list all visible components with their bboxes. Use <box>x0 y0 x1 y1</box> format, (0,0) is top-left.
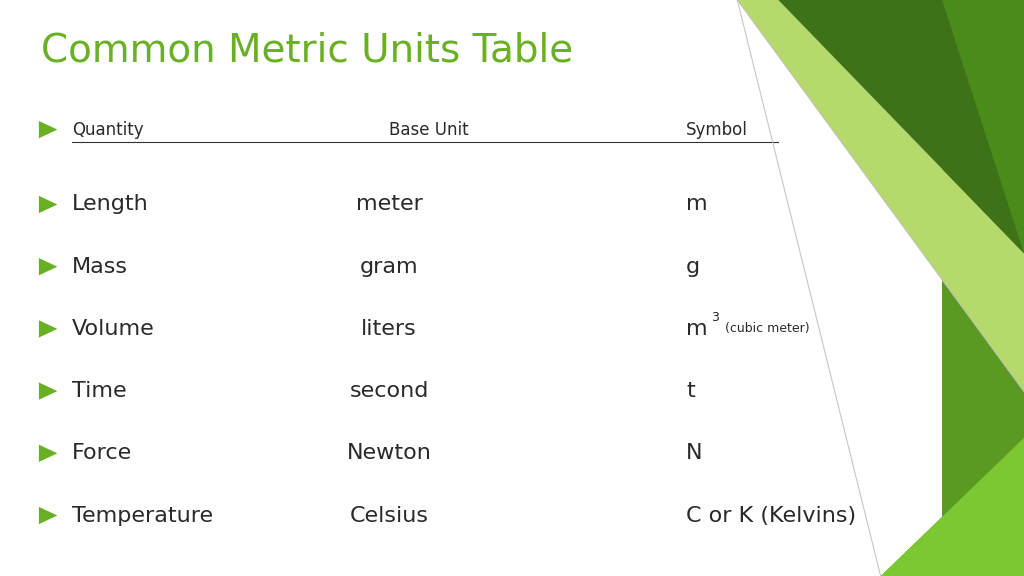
Text: Common Metric Units Table: Common Metric Units Table <box>41 32 573 70</box>
Polygon shape <box>942 0 1024 253</box>
Text: 3: 3 <box>711 311 719 324</box>
Text: (cubic meter): (cubic meter) <box>725 323 810 335</box>
Text: N: N <box>686 444 702 463</box>
Polygon shape <box>39 196 57 213</box>
Text: m: m <box>686 195 708 214</box>
Text: Volume: Volume <box>72 319 155 339</box>
Text: Symbol: Symbol <box>686 120 748 139</box>
Polygon shape <box>737 0 1024 392</box>
Text: C or K (Kelvins): C or K (Kelvins) <box>686 506 856 525</box>
Text: second: second <box>349 381 429 401</box>
Polygon shape <box>778 0 1024 253</box>
Text: meter: meter <box>355 195 423 214</box>
Text: Newton: Newton <box>347 444 431 463</box>
Text: liters: liters <box>361 319 417 339</box>
Text: t: t <box>686 381 695 401</box>
Text: Base Unit: Base Unit <box>389 120 469 139</box>
Polygon shape <box>39 507 57 524</box>
Text: Temperature: Temperature <box>72 506 213 525</box>
Polygon shape <box>39 320 57 338</box>
Polygon shape <box>881 438 1024 576</box>
Text: g: g <box>686 257 700 276</box>
Polygon shape <box>39 121 57 138</box>
Polygon shape <box>39 258 57 275</box>
Text: Force: Force <box>72 444 132 463</box>
Polygon shape <box>39 382 57 400</box>
Text: Time: Time <box>72 381 126 401</box>
Text: m: m <box>686 319 708 339</box>
Text: Mass: Mass <box>72 257 128 276</box>
Polygon shape <box>942 0 1024 576</box>
Text: gram: gram <box>359 257 419 276</box>
Polygon shape <box>881 438 1024 576</box>
Text: Quantity: Quantity <box>72 120 143 139</box>
Text: Celsius: Celsius <box>349 506 429 525</box>
Polygon shape <box>39 445 57 462</box>
Text: Length: Length <box>72 195 148 214</box>
